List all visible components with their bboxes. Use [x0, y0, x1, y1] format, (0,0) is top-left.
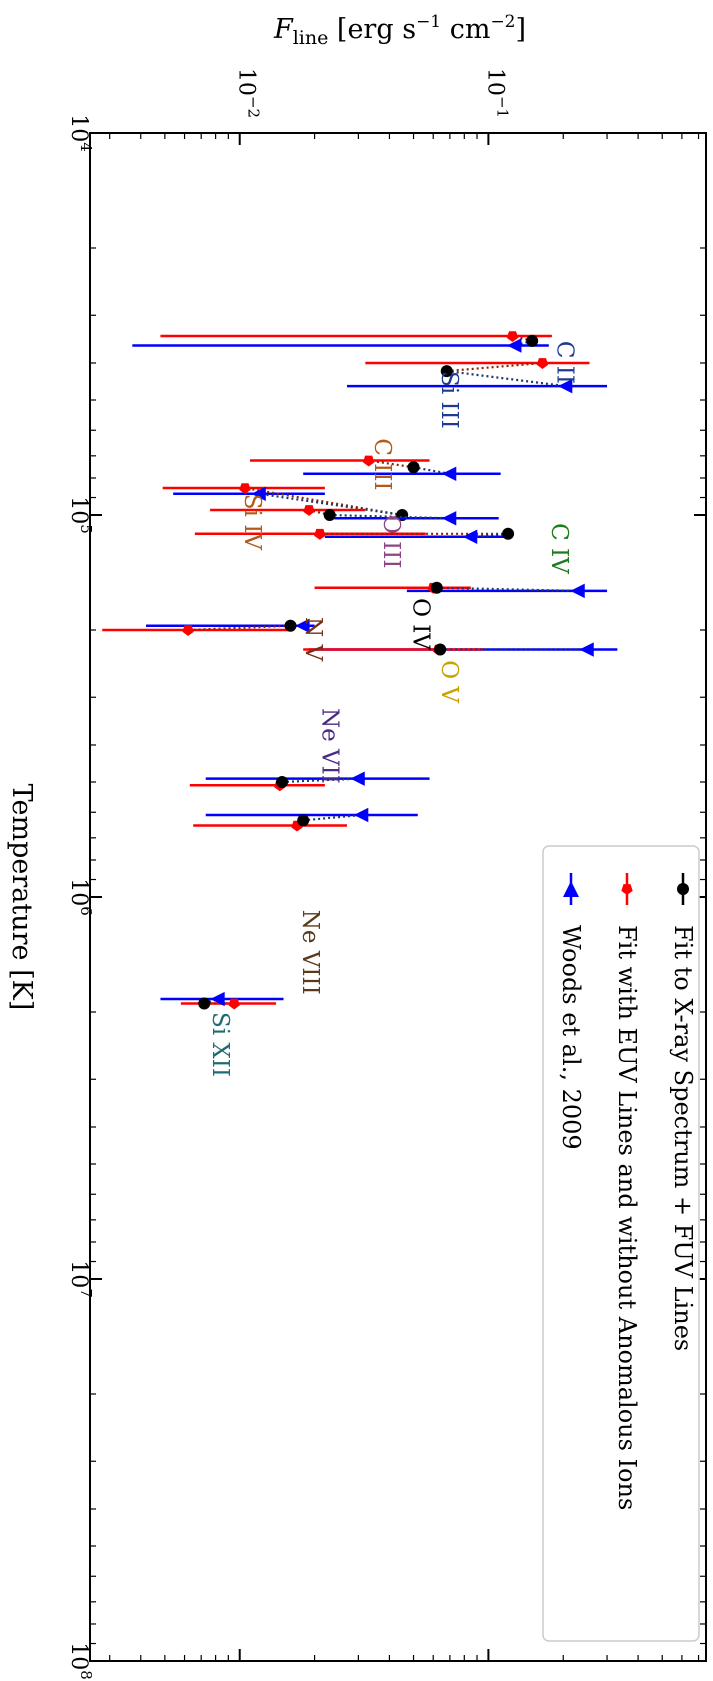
ion-label-o-iv: O IV — [408, 598, 434, 650]
black-marker — [440, 365, 453, 378]
blue-marker — [579, 642, 594, 657]
red-marker — [239, 483, 251, 494]
connector-line — [413, 466, 451, 475]
ion-label-n-v: N V — [300, 617, 326, 661]
ion-ne-vii — [189, 771, 430, 792]
red-marker — [506, 331, 519, 342]
y-tick-label: 10−1 — [482, 68, 511, 118]
connector-line — [436, 586, 579, 592]
connector-line — [308, 508, 330, 517]
ion-c-ii — [132, 331, 552, 353]
blue-marker — [570, 583, 585, 599]
blue-marker — [441, 511, 457, 526]
x-tick-label: 104 — [66, 114, 95, 152]
x-tick-label: 105 — [66, 496, 95, 534]
ion-label-c-iv: C IV — [546, 523, 572, 574]
black-marker — [526, 334, 539, 347]
legend: Fit to X-ray Spectrum + FUV Lines Fit wit… — [542, 845, 700, 1642]
blue-marker — [353, 807, 369, 823]
ion-si-iii — [346, 358, 608, 394]
ion-c-iv — [194, 527, 515, 544]
ion-label-ne-viii: Ne VIII — [297, 910, 323, 995]
x-tick-label: 107 — [66, 1260, 95, 1298]
ion-label-o-v: O V — [436, 660, 462, 703]
black-marker — [430, 581, 443, 594]
connector-line — [446, 369, 567, 388]
legend-box — [542, 845, 700, 1642]
connector-line — [329, 513, 450, 520]
black-marker — [434, 643, 447, 656]
connector-line — [188, 624, 291, 632]
red-marker — [536, 358, 549, 369]
legend-label: Woods et al., 2009 — [557, 925, 585, 1150]
blue-marker — [557, 378, 573, 394]
black-marker — [323, 509, 336, 521]
legend-marker — [621, 884, 633, 895]
ion-si-xii — [160, 991, 284, 1010]
ion-label-si-iv: Si IV — [239, 494, 265, 551]
blue-marker — [210, 991, 225, 1007]
black-marker — [276, 776, 289, 789]
red-marker — [182, 625, 194, 636]
connector-line — [446, 361, 543, 373]
black-marker — [407, 461, 420, 474]
legend-label: Fit to X-ray Spectrum + FUV Lines — [669, 925, 697, 1351]
x-axis-title: Temperature [K] — [6, 784, 37, 1011]
labels-group: C II Si III C III Si IV O III C IV O IV N V O V N… — [207, 341, 578, 1077]
connector-line — [259, 492, 403, 517]
ion-label-c-iii: C III — [369, 438, 395, 490]
ion-n-v — [102, 618, 315, 636]
red-marker — [363, 455, 375, 467]
ion-label-si-xii: Si XII — [207, 1012, 233, 1077]
legend-marker — [563, 881, 579, 897]
black-marker — [284, 619, 297, 632]
blue-marker — [441, 466, 457, 481]
x-tick-label: 106 — [66, 878, 95, 916]
ion-label-o-iii: O III — [378, 515, 404, 568]
ion-o-v — [303, 642, 618, 657]
black-marker — [198, 997, 211, 1010]
ion-label-ne-vii: Ne VII — [316, 708, 342, 784]
ion-label-si-iii: Si III — [436, 371, 462, 429]
black-marker — [502, 527, 515, 540]
ion-label-c-ii: C II — [552, 341, 578, 384]
blue-marker — [251, 486, 266, 501]
blue-marker — [350, 771, 365, 786]
legend-entries: Fit to X-ray Spectrum + FUV Lines Fit wit… — [557, 873, 697, 1510]
series-group — [102, 331, 618, 1010]
ion-o-iv — [314, 581, 608, 599]
legend-label: Fit with EUV Lines and without Anomalous… — [613, 925, 641, 1510]
blue-marker — [295, 618, 310, 633]
blue-marker — [507, 338, 522, 353]
ticks-group: 104 105 106 107 108 10−2 10−1 — [66, 68, 706, 1680]
ion-si-iv — [162, 483, 409, 521]
red-marker — [228, 998, 240, 1010]
black-marker — [297, 814, 310, 827]
legend-marker — [677, 883, 689, 895]
y-axis-title: Fline [erg s−1 cm−2] — [273, 12, 526, 49]
y-tick-label: 10−2 — [234, 68, 263, 118]
red-marker — [303, 505, 315, 516]
ion-o-iii — [210, 505, 499, 526]
red-marker — [314, 528, 326, 540]
ion-ne-viii — [193, 807, 418, 832]
ion-c-iii — [250, 455, 501, 481]
x-tick-label: 108 — [66, 1642, 95, 1680]
blue-marker — [462, 529, 478, 544]
